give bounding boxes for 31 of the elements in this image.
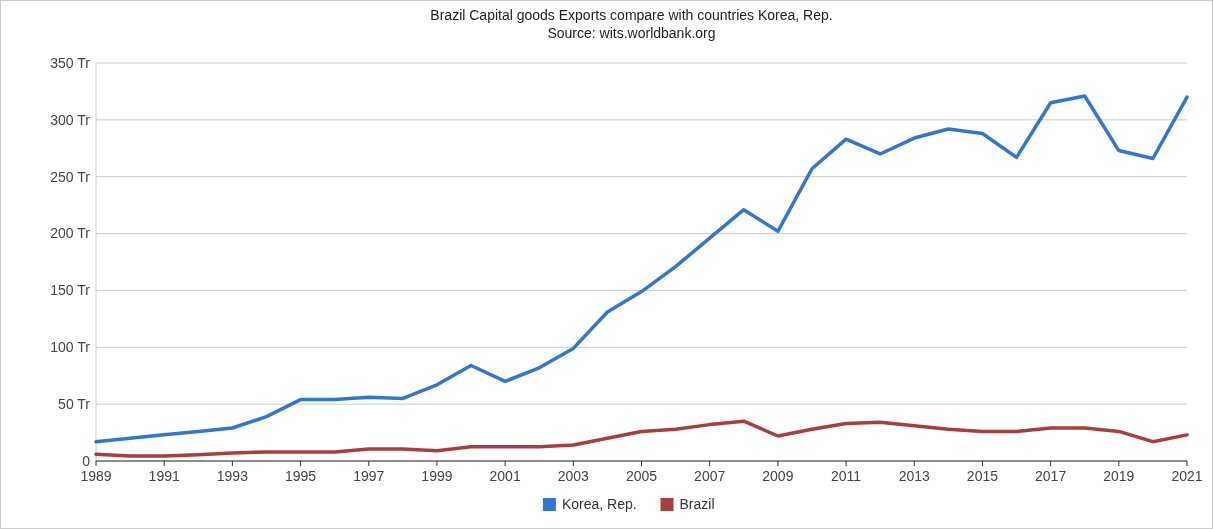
y-tick-label: 0 <box>82 452 91 469</box>
x-tick-label: 1989 <box>80 468 112 484</box>
x-tick-label: 2007 <box>694 468 726 484</box>
y-tick-label: 150 Tr <box>50 282 91 299</box>
x-tick-label: 1999 <box>421 468 453 484</box>
x-tick-label: 2003 <box>557 468 590 484</box>
x-tick-label: 2015 <box>966 468 999 484</box>
y-tick-label: 350 Tr <box>50 54 91 71</box>
x-tick-label: 1997 <box>353 468 385 484</box>
x-tick-label: 2019 <box>1103 468 1135 484</box>
x-tick-label: 2013 <box>898 468 931 484</box>
chart-subtitle: Source: wits.worldbank.org <box>547 25 716 41</box>
x-tick-label: 2009 <box>762 468 794 484</box>
x-tick-label: 1993 <box>216 468 249 484</box>
line-series <box>94 419 1189 458</box>
legend-label: Brazil <box>679 496 715 512</box>
x-tick-label: 2005 <box>625 468 658 484</box>
y-tick-label: 200 Tr <box>50 225 91 242</box>
line-series <box>94 94 1189 444</box>
y-tick-label: 100 Tr <box>50 339 91 356</box>
y-tick-label: 300 Tr <box>50 111 91 128</box>
x-tick-label: 1995 <box>284 468 317 484</box>
x-tick-label: 2011 <box>831 468 862 484</box>
chart-title: Brazil Capital goods Exports compare with countries Korea, Rep. <box>430 7 833 23</box>
x-tick-label: 2021 <box>1171 468 1203 484</box>
x-tick-label: 1991 <box>148 468 180 484</box>
x-tick-label: 2001 <box>489 468 521 484</box>
legend-label: Korea, Rep. <box>561 496 637 512</box>
y-tick-label: 250 Tr <box>50 168 91 185</box>
x-tick-label: 2017 <box>1035 468 1067 484</box>
y-tick-label: 50 Tr <box>58 396 91 413</box>
